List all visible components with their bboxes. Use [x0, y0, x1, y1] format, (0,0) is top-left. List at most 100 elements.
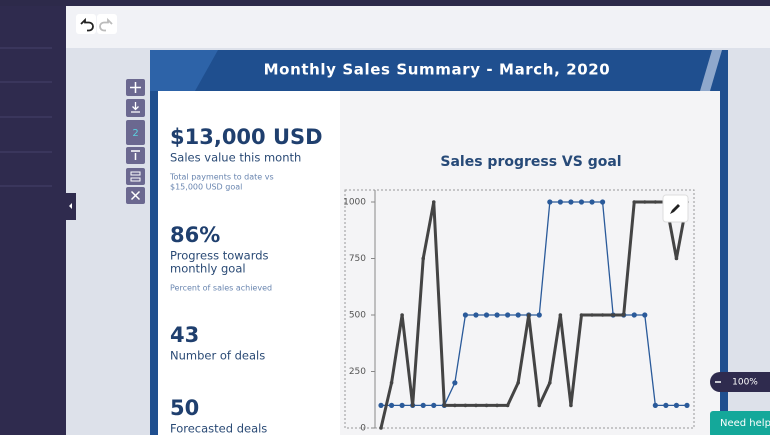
- data-point: [453, 403, 457, 408]
- plus-icon: [130, 82, 141, 93]
- data-point: [389, 381, 394, 385]
- data-point: [600, 313, 605, 317]
- data-point: [579, 313, 584, 317]
- banner-stripe: [150, 50, 218, 91]
- close-icon: [130, 190, 141, 201]
- data-point: [652, 402, 658, 408]
- layers-icon: [130, 171, 141, 182]
- data-point: [400, 313, 404, 317]
- data-point: [505, 403, 510, 408]
- data-point: [484, 403, 489, 408]
- toolbar: [66, 6, 770, 48]
- download-icon: [131, 102, 140, 113]
- data-point: [388, 402, 395, 408]
- redo-button[interactable]: [97, 14, 117, 34]
- y-tick-label: 500: [349, 311, 366, 321]
- banner-stripe: [700, 50, 722, 91]
- y-tick-label: 1000: [343, 198, 366, 208]
- data-point: [516, 381, 520, 385]
- kpi-label: Forecasted deals: [170, 422, 267, 435]
- redo-icon: [99, 17, 113, 32]
- zoom-control: [710, 372, 770, 392]
- data-point: [515, 312, 521, 318]
- data-point: [621, 313, 626, 317]
- sidebar: [0, 6, 66, 435]
- data-point: [421, 256, 426, 261]
- data-point: [536, 312, 542, 318]
- y-tick-label: 0: [360, 424, 366, 434]
- data-point: [483, 312, 490, 318]
- data-point: [684, 402, 690, 408]
- help-button[interactable]: [710, 411, 770, 435]
- data-point: [378, 402, 384, 408]
- data-point: [589, 199, 595, 205]
- sidebar-dividers: [0, 47, 52, 187]
- kpi-note: Total payments to date vs: [169, 173, 274, 182]
- data-point: [547, 199, 553, 205]
- y-tick-label: 250: [349, 367, 366, 377]
- data-point: [674, 256, 679, 261]
- data-point: [663, 402, 669, 408]
- data-point: [431, 402, 437, 408]
- data-point: [463, 403, 468, 408]
- data-point: [631, 312, 637, 318]
- chart-frame: [344, 189, 695, 429]
- data-point: [548, 381, 552, 385]
- data-point: [473, 312, 479, 318]
- undo-icon: [80, 17, 94, 32]
- data-point: [420, 402, 426, 408]
- kpi-label: Sales value this month: [170, 151, 301, 165]
- kpi-label: monthly goal: [170, 262, 246, 276]
- y-tick-label: 750: [349, 254, 366, 264]
- data-point: [526, 313, 531, 317]
- kpi-value: 86%: [170, 223, 220, 247]
- layers-button[interactable]: [126, 168, 145, 185]
- kpi-label: Progress towards: [170, 249, 269, 263]
- data-point: [399, 402, 405, 408]
- data-point: [599, 199, 606, 205]
- kpi-note: $15,000 USD goal: [170, 183, 242, 192]
- zoom-level: 100%: [732, 378, 758, 388]
- data-point: [558, 313, 563, 317]
- data-point: [505, 312, 511, 318]
- data-point: [569, 403, 573, 408]
- kpi-value: 43: [170, 323, 199, 347]
- data-point: [590, 313, 594, 317]
- data-point: [431, 200, 436, 204]
- pencil-icon: [670, 204, 680, 214]
- top-bar: [0, 0, 770, 6]
- data-point: [642, 312, 648, 318]
- data-point: [494, 312, 500, 318]
- data-point: [557, 199, 563, 205]
- kpi-panel: [158, 91, 340, 435]
- kpi-note: Percent of sales achieved: [170, 284, 272, 293]
- data-point: [462, 312, 469, 318]
- chart-title: Sales progress VS goal: [440, 154, 621, 170]
- kpi-value: 50: [170, 396, 199, 420]
- data-point: [474, 403, 478, 408]
- undo-button[interactable]: [76, 14, 96, 34]
- toggle-icon: [69, 203, 72, 209]
- tool-column: 2: [126, 79, 145, 204]
- data-point: [442, 403, 447, 408]
- data-point: [495, 403, 499, 408]
- data-point: [568, 199, 574, 205]
- data-point: [611, 313, 615, 317]
- data-point: [379, 426, 383, 430]
- kpi-value: $13,000 USD: [170, 125, 323, 149]
- chart-panel: [340, 91, 720, 435]
- chart: 0 250 500 750 1000: [343, 198, 690, 434]
- kpi-label: Number of deals: [170, 349, 265, 363]
- page-indicator: [126, 120, 145, 145]
- data-point: [653, 200, 658, 204]
- data-point: [537, 403, 542, 408]
- data-point: [642, 200, 647, 204]
- data-point: [632, 200, 637, 204]
- data-point: [452, 380, 458, 386]
- data-point: [673, 402, 680, 408]
- dashboard-title: Monthly Sales Summary - March, 2020: [264, 61, 611, 79]
- page-number: 2: [132, 128, 138, 139]
- data-point: [578, 199, 585, 205]
